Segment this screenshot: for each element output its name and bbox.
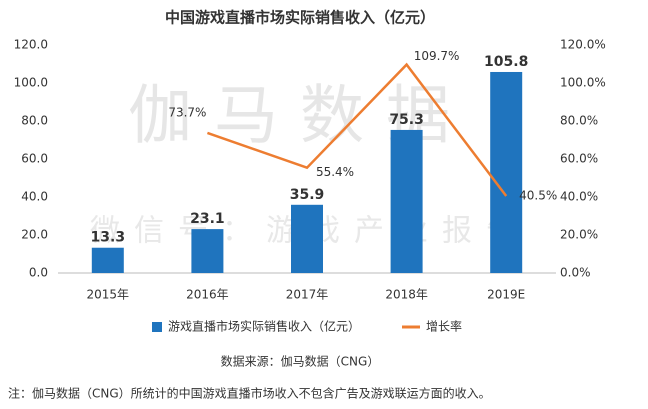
- bar: [291, 204, 323, 273]
- y-tick-label: 0.0: [29, 266, 48, 280]
- bar-value-label: 13.3: [91, 230, 126, 246]
- line-value-label: 73.7%: [168, 105, 206, 119]
- y-tick-label: 80.0: [21, 114, 48, 128]
- legend-label: 增长率: [426, 319, 462, 334]
- y-tick-label: 20.0: [21, 228, 48, 242]
- y-tick-label: 60.0: [21, 152, 48, 166]
- x-tick-label: 2015年: [87, 288, 130, 302]
- y2-tick-label: 0.0%: [560, 266, 591, 280]
- bar: [191, 229, 224, 273]
- y-tick-label: 120.0: [14, 38, 48, 52]
- x-tick-label: 2018年: [385, 288, 428, 302]
- legend-label: 游戏直播市场实际销售收入（亿元）: [168, 319, 360, 334]
- y-tick-label: 40.0: [21, 190, 48, 204]
- y-tick-label: 100.0: [14, 76, 48, 90]
- bar-value-label: 75.3: [389, 112, 424, 128]
- bar: [91, 247, 124, 273]
- bar-value-label: 105.8: [484, 54, 528, 70]
- y2-tick-label: 40.0%: [560, 190, 598, 204]
- y2-tick-label: 120.0%: [560, 38, 606, 52]
- bar-value-label: 23.1: [190, 211, 225, 227]
- y2-tick-label: 80.0%: [560, 114, 598, 128]
- bar: [490, 71, 523, 273]
- bar: [390, 129, 423, 273]
- source: 数据来源：伽马数据（CNG）: [221, 354, 380, 369]
- x-tick-label: 2019E: [487, 288, 525, 302]
- line-value-label: 40.5%: [519, 189, 557, 203]
- chart-title: 中国游戏直播市场实际销售收入（亿元）: [165, 9, 435, 27]
- line: [206, 62, 508, 197]
- line-value-label: 55.4%: [316, 165, 354, 179]
- note: 注：伽马数据（CNG）所统计的中国游戏直播市场收入不包含广告及游戏联运方面的收入…: [8, 386, 491, 401]
- y2-tick-label: 20.0%: [560, 228, 598, 242]
- line-value-label: 109.7%: [414, 49, 460, 63]
- bar-value-label: 35.9: [290, 187, 325, 203]
- legend-swatch: [152, 322, 162, 332]
- x-tick-label: 2016年: [186, 288, 229, 302]
- x-tick-label: 2017年: [286, 288, 329, 302]
- y2-tick-label: 100.0%: [560, 76, 606, 90]
- y2-tick-label: 60.0%: [560, 152, 598, 166]
